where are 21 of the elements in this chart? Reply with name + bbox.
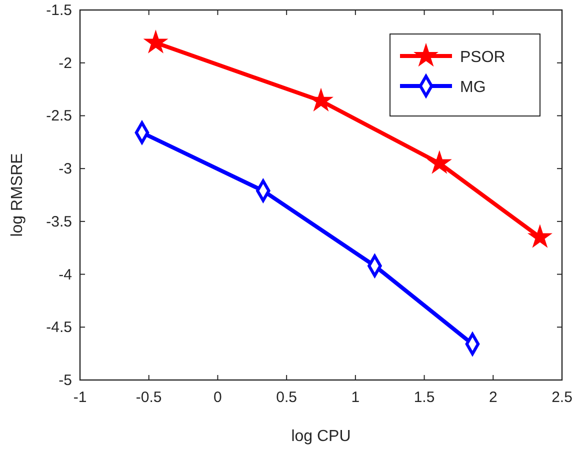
x-tick-label: 0 [214,389,222,406]
point [145,32,166,52]
legend-label: PSOR [460,49,506,66]
y-axis-title: log RMSRE [9,153,26,237]
x-tick-label: -1 [73,389,87,406]
x-axis-title: log CPU [291,428,351,445]
legend-label: MG [460,79,486,96]
y-tick-label: -3 [58,160,72,178]
y-tick-label: -1.5 [46,2,72,19]
x-tick-label: 2.5 [552,389,572,406]
y-tick-label: -4.5 [46,319,72,336]
x-tick-label: 1.5 [414,389,435,406]
x-tick-label: 1 [351,389,360,406]
y-tick-label: -3.5 [46,213,72,230]
x-tick-label: -0.5 [136,389,162,406]
y-tick-label: -2.5 [46,108,72,125]
x-tick-label: 2 [488,389,498,406]
x-tick-label: 0.5 [276,389,297,406]
y-tick-label: -5 [58,372,72,389]
y-tick-label: -4 [58,266,72,284]
y-tick-label: -2 [58,54,72,72]
